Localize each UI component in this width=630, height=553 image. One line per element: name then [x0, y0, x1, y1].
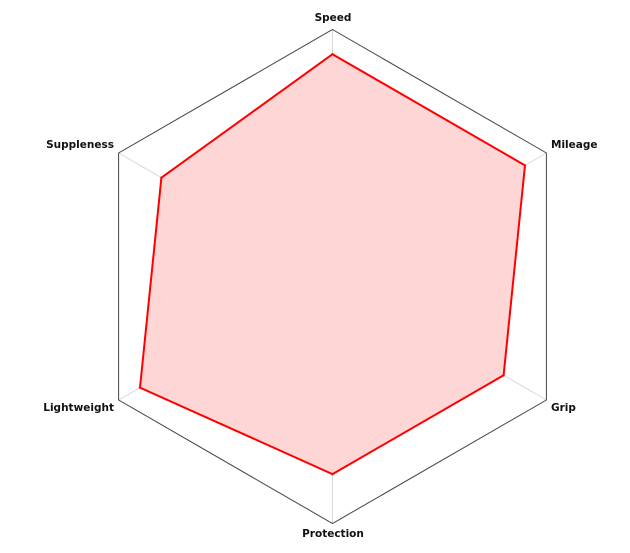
- data-point-speed: [331, 53, 334, 56]
- axis-label-speed: Speed: [315, 12, 352, 24]
- data-point-mileage: [523, 164, 527, 167]
- axis-label-suppleness: Suppleness: [46, 139, 114, 151]
- series-area: [140, 54, 525, 475]
- data-point-protection: [331, 472, 334, 476]
- axis-label-protection: Protection: [302, 528, 364, 540]
- radar-outer-frame: [118, 28, 547, 525]
- axis-label-lightweight: Lightweight: [43, 402, 114, 414]
- data-point-lightweight: [138, 386, 142, 389]
- data-point-suppleness: [160, 176, 163, 179]
- data-point-grip: [502, 374, 505, 377]
- axis-label-grip: Grip: [551, 402, 576, 414]
- axis-label-mileage: Mileage: [551, 139, 598, 151]
